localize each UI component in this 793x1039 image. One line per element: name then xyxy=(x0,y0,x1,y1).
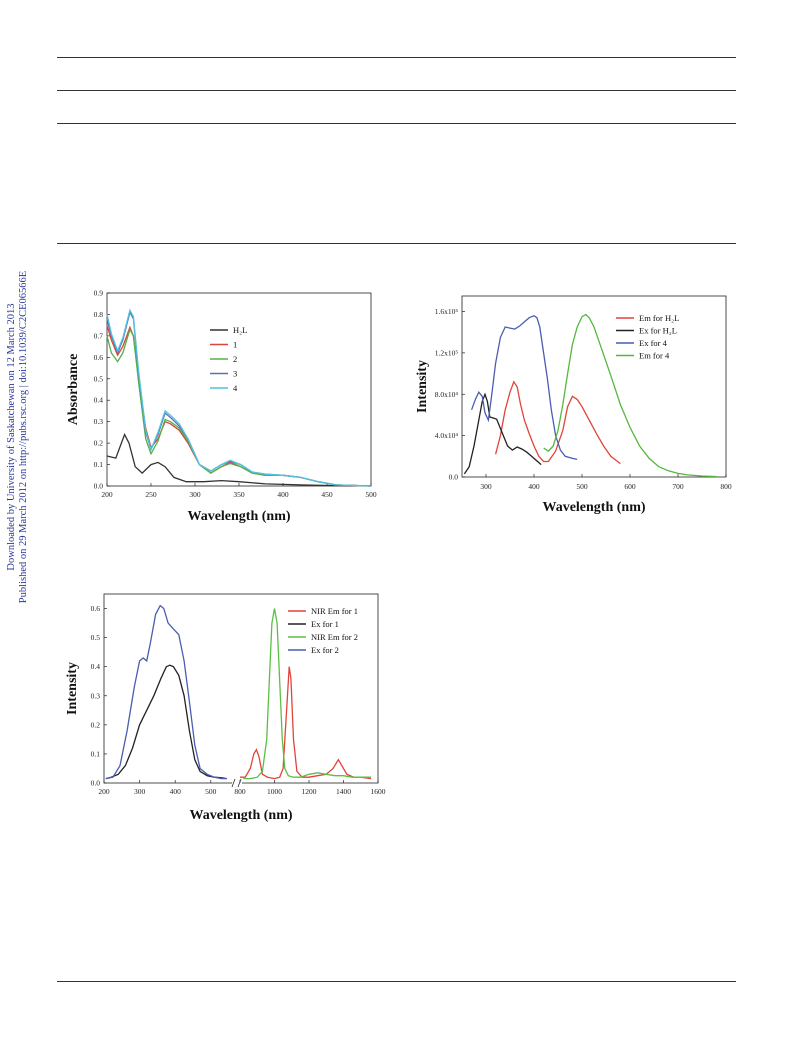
download-notice: Downloaded by University of Saskatchewan… xyxy=(6,137,30,737)
plot-frame xyxy=(106,292,372,487)
y-tick-label: 0.5 xyxy=(91,633,101,642)
luminescence-chart: 0.0 4.0x10⁴ 8.0x10⁴ 1.2x10⁵ 1.6x10⁵ 300 400 500… xyxy=(415,295,732,515)
y-tick-label: 0.4 xyxy=(94,396,104,405)
axis-break-mark xyxy=(231,778,236,788)
x-tick-label: 250 xyxy=(145,490,157,499)
series-line xyxy=(243,608,372,780)
page-footer-rule xyxy=(57,981,736,982)
x-tick-label: 300 xyxy=(480,482,492,491)
legend-label: Ex for 1 xyxy=(311,619,339,629)
y-tick-label: 0.6 xyxy=(94,353,104,362)
x-tick-label: 400 xyxy=(528,482,540,491)
x-tick-label: 350 xyxy=(233,490,245,499)
x-tick-label: 300 xyxy=(189,490,201,499)
series-line xyxy=(240,666,372,780)
legend-label: Ex for 4 xyxy=(639,338,668,348)
series-line xyxy=(463,392,542,475)
legend-label: Em for H₂L xyxy=(639,313,679,323)
legend-label: 2 xyxy=(233,354,237,364)
legend-label: Em for 4 xyxy=(639,351,670,361)
series-line xyxy=(105,604,227,780)
table-rule-header xyxy=(57,90,736,91)
x-tick-label: 1600 xyxy=(371,787,386,796)
table-rule-bottom xyxy=(57,243,736,244)
x-tick-label: 450 xyxy=(321,490,333,499)
y-tick-label: 0.6 xyxy=(91,604,101,613)
y-tick-label: 0.8 xyxy=(94,310,104,319)
x-axis-label: Wavelength (nm) xyxy=(189,808,292,823)
y-axis-label: Intensity xyxy=(65,662,80,715)
legend-label: NIR Em for 1 xyxy=(311,606,358,616)
y-tick-label: 0.4 xyxy=(91,662,101,671)
y-tick-label: 0.0 xyxy=(94,482,104,491)
axis-break-gap xyxy=(232,780,242,787)
y-tick-label: 0.7 xyxy=(94,331,104,340)
x-tick-label: 500 xyxy=(205,787,217,796)
x-tick-label: 800 xyxy=(720,482,732,491)
y-tick-label: 0.2 xyxy=(94,439,104,448)
series-line xyxy=(470,314,578,461)
x-tick-label: 1400 xyxy=(336,787,351,796)
absorbance-chart: 0.0 0.1 0.2 0.3 0.4 0.5 0.6 0.7 0.8 0.9 200 250 300 3… xyxy=(66,289,377,525)
series-line xyxy=(106,308,372,487)
legend-label: NIR Em for 2 xyxy=(311,632,358,642)
x-tick-label: 200 xyxy=(98,787,110,796)
download-notice-line-2: Published on 29 March 2012 on http://pub… xyxy=(18,270,29,604)
y-tick-label: 0.1 xyxy=(94,460,104,469)
x-tick-label: 800 xyxy=(234,787,246,796)
x-tick-label: 700 xyxy=(672,482,684,491)
legend-label: 3 xyxy=(233,369,237,379)
y-tick-label: 0.0 xyxy=(91,779,101,788)
x-tick-label: 1200 xyxy=(302,787,317,796)
legend-label: 4 xyxy=(233,383,238,393)
series-line xyxy=(106,327,372,487)
axis-break-mark xyxy=(237,778,242,788)
x-tick-label: 500 xyxy=(365,490,377,499)
series-line xyxy=(105,664,227,780)
download-notice-line-1: Downloaded by University of Saskatchewan… xyxy=(6,303,17,571)
x-axis-label: Wavelength (nm) xyxy=(187,509,290,524)
plot-frame xyxy=(461,295,727,478)
y-tick-label: 0.5 xyxy=(94,374,104,383)
x-tick-label: 400 xyxy=(170,787,182,796)
y-tick-label: 1.2x10⁵ xyxy=(435,348,459,357)
series-line xyxy=(106,432,372,487)
x-tick-label: 300 xyxy=(134,787,146,796)
x-tick-label: 600 xyxy=(624,482,636,491)
x-tick-label: 500 xyxy=(576,482,588,491)
nir-emission-chart: 0.0 0.1 0.2 0.3 0.4 0.5 0.6 200 300 400 500 800 1000… xyxy=(65,593,386,823)
y-axis-label: Intensity xyxy=(415,360,430,413)
x-tick-label: 200 xyxy=(101,490,113,499)
y-tick-label: 1.6x10⁵ xyxy=(435,307,459,316)
table-rule-top xyxy=(57,57,736,58)
y-tick-label: 0.9 xyxy=(94,289,104,298)
y-tick-label: 0.2 xyxy=(91,720,101,729)
y-tick-label: 0.3 xyxy=(94,417,104,426)
series-line xyxy=(106,310,372,487)
x-axis-label: Wavelength (nm) xyxy=(542,500,645,515)
legend-label: Ex for H₂L xyxy=(639,326,677,336)
y-tick-label: 8.0x10⁴ xyxy=(435,390,459,399)
series-line xyxy=(543,313,717,478)
table-rule-body xyxy=(57,123,736,124)
series-line xyxy=(494,380,621,465)
x-tick-label: 1000 xyxy=(267,787,282,796)
y-tick-label: 4.0x10⁴ xyxy=(435,431,459,440)
series-line xyxy=(106,325,372,487)
y-tick-label: 0.0 xyxy=(449,473,459,482)
y-tick-label: 0.1 xyxy=(91,749,101,758)
legend-label: Ex for 2 xyxy=(311,645,339,655)
y-axis-label: Absorbance xyxy=(66,354,81,426)
legend-label: 1 xyxy=(233,340,237,350)
legend-label: H₂L xyxy=(233,325,247,335)
x-tick-label: 400 xyxy=(277,490,289,499)
y-tick-label: 0.3 xyxy=(91,691,101,700)
